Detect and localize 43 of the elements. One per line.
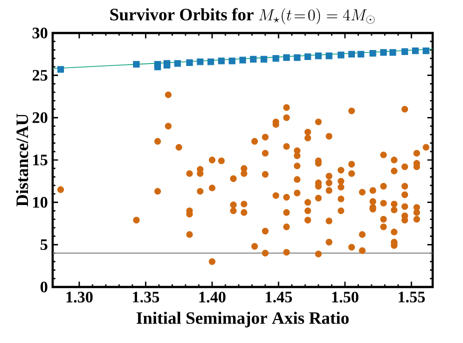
point [380, 49, 387, 56]
point [283, 54, 290, 61]
point [174, 60, 181, 67]
point [401, 48, 408, 55]
point [228, 58, 236, 64]
point [218, 58, 225, 64]
point [250, 56, 257, 63]
point [412, 47, 419, 54]
point [207, 58, 214, 66]
x-tick-label: 1.30 [66, 292, 93, 303]
y-tick-label: 20 [32, 112, 48, 124]
point [260, 56, 268, 63]
y-tick-label: 10 [33, 196, 48, 208]
y-tick-label: 5 [40, 239, 48, 250]
y-tick-label: 30 [32, 28, 48, 38]
x-tick-label: 1.50 [332, 292, 358, 303]
y-tick-label: 25 [32, 70, 48, 81]
point [315, 52, 322, 60]
point [304, 53, 312, 60]
point [338, 52, 344, 58]
point [370, 50, 376, 57]
x-tick-label: 1.35 [132, 292, 160, 303]
chart-title: $\textbf{Survivor Orbits for }M_{\star}(t\!=\!0)=4M_{\odot}$ [110, 8, 375, 24]
x-tick-label: 1.40 [199, 292, 226, 303]
point [186, 59, 193, 66]
y-tick-label: 15 [33, 154, 48, 166]
point [348, 50, 355, 58]
x-tick-label: 1.55 [398, 292, 425, 303]
point [422, 47, 430, 54]
point [272, 55, 280, 62]
point [154, 64, 161, 70]
point [239, 56, 246, 64]
x-axis-title: Initial Semimajor Axis Ratio [136, 312, 349, 328]
y-tick-label: 0 [40, 282, 48, 292]
point [358, 50, 364, 58]
point [196, 58, 204, 66]
point [326, 52, 332, 60]
x-tick-label: 1.45 [266, 292, 292, 303]
y-axis-title: Distance/AU [16, 114, 28, 206]
point [133, 60, 140, 68]
point [294, 54, 300, 61]
point [57, 66, 64, 73]
point [389, 49, 396, 56]
